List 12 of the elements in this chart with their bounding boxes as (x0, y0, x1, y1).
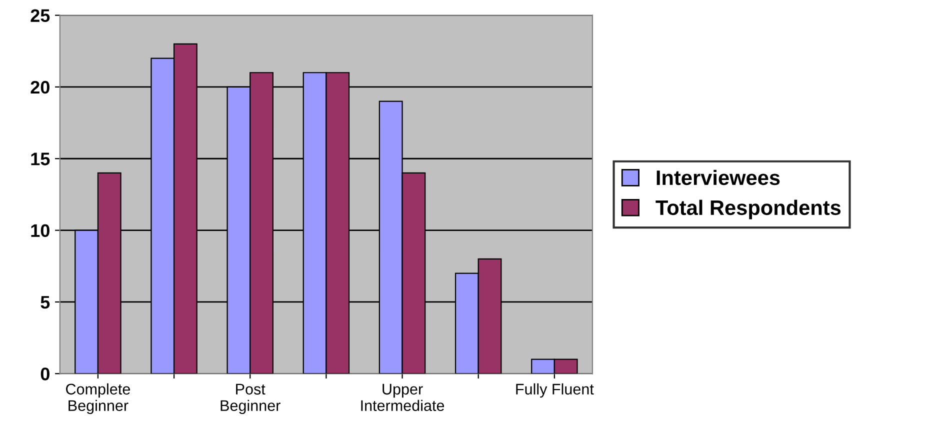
x-tick-label: Fully Fluent (516, 383, 594, 398)
y-tick-label: 25 (30, 9, 50, 22)
y-tick-label: 10 (31, 224, 50, 238)
y-tick-label: 0 (40, 368, 50, 380)
y-tick-label: 20 (30, 80, 50, 94)
legend-label: Total Respondents (656, 200, 841, 220)
x-tick-label: Complete Beginner (66, 383, 130, 414)
y-tick-label: 15 (31, 152, 50, 166)
x-tick-label: Upper Intermediate (361, 384, 444, 412)
x-tick-label: Post Beginner (220, 384, 280, 414)
y-tick-label: 5 (40, 296, 50, 309)
legend-label: Interviewees (656, 170, 780, 186)
